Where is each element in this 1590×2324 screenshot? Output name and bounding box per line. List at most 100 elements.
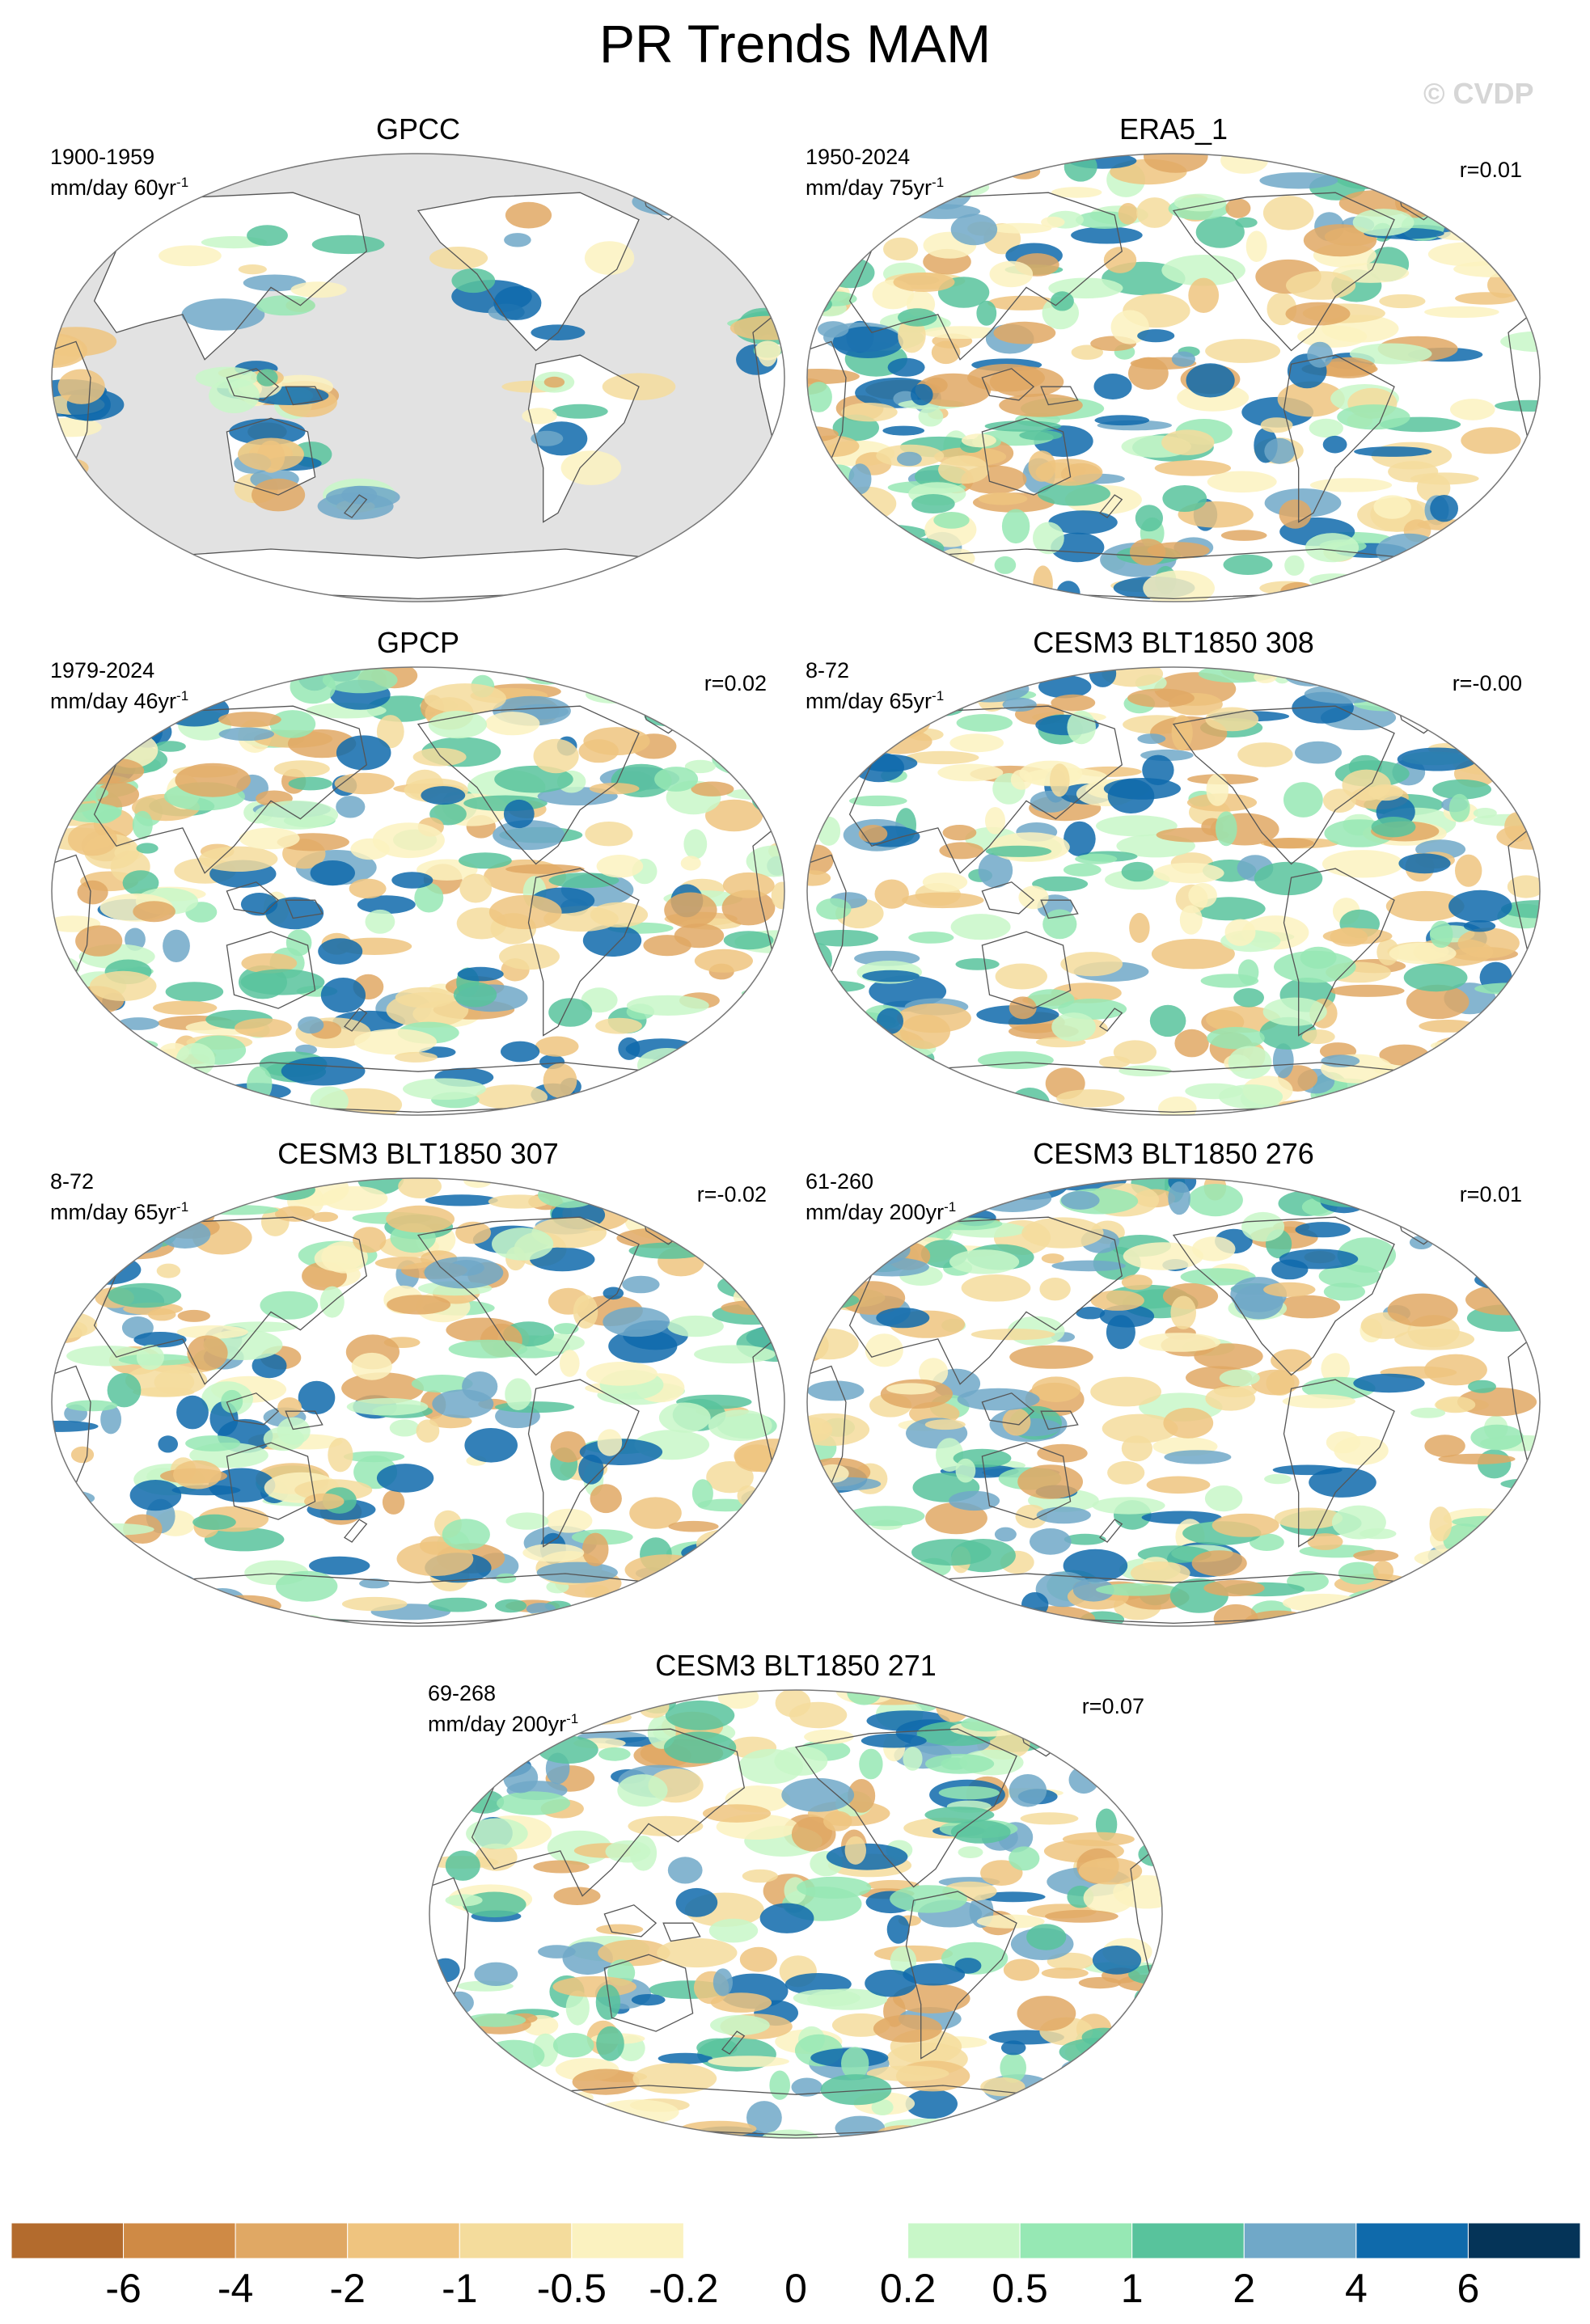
coastline (981, 1442, 1072, 1520)
trend-patch (748, 1494, 784, 1509)
trend-patch (1303, 224, 1377, 257)
trend-patch (1237, 742, 1293, 767)
trend-patch (394, 1051, 438, 1063)
trend-patch (732, 728, 771, 746)
trend-patch (1163, 1407, 1214, 1439)
trend-patch (1121, 861, 1154, 882)
trend-patch (1321, 1054, 1360, 1067)
trend-patch (723, 931, 774, 950)
trend-patch (1448, 793, 1470, 822)
trend-patch (956, 714, 1013, 732)
trend-patch (138, 1065, 160, 1086)
trend-patch (304, 1493, 345, 1510)
trend-patch (582, 924, 642, 957)
panel-correlation: r=0.02 (704, 671, 767, 695)
trend-patch (628, 1815, 704, 1836)
trend-patch (1354, 446, 1432, 457)
trend-patch (1305, 583, 1373, 602)
trend-patch (807, 1526, 827, 1560)
trend-patch (1171, 351, 1195, 367)
trend-patch (1352, 1178, 1415, 1199)
trend-patch (1003, 1958, 1040, 1981)
trend-patch (1463, 920, 1496, 932)
trend-patch (429, 2119, 501, 2138)
trend-patch (666, 168, 715, 204)
trend-patch (1263, 1282, 1316, 1297)
trend-patch (336, 796, 366, 818)
trend-patch (837, 486, 897, 521)
coastline (226, 931, 316, 1009)
trend-patch (1436, 230, 1503, 241)
trend-patch (1019, 430, 1063, 441)
trend-patch (1511, 209, 1533, 224)
trend-patch (462, 2053, 513, 2086)
trend-patch (1468, 1562, 1540, 1593)
trend-patch (1282, 1394, 1356, 1409)
panel-units: mm/day 200yr-1 (428, 1706, 578, 1737)
trend-patch (937, 763, 1004, 782)
trend-patch (310, 860, 355, 886)
trend-patch (976, 2113, 1002, 2131)
trend-patch (1403, 554, 1468, 575)
trend-patch (862, 970, 920, 982)
trend-patch (1156, 827, 1229, 843)
coastline (344, 494, 368, 518)
trend-patch (1031, 1376, 1080, 1402)
trend-patch (977, 1051, 1054, 1070)
panel-correlation: r=-0.02 (696, 1182, 767, 1206)
trend-patch (493, 285, 542, 320)
trend-patch (729, 315, 784, 340)
trend-patch (351, 1352, 392, 1380)
trend-patch (861, 557, 917, 568)
trend-patch (807, 1504, 845, 1523)
trend-patch (1002, 1182, 1027, 1197)
trend-patch (73, 1523, 154, 1536)
trend-patch (1356, 1599, 1410, 1624)
trend-patch (1171, 715, 1193, 751)
trend-patch (1352, 209, 1415, 236)
trend-patch (771, 881, 784, 910)
trend-patch (322, 667, 398, 694)
trend-patch (1011, 2119, 1070, 2132)
trend-patch (696, 1529, 755, 1559)
panel-period: 69-268 (428, 1681, 497, 1705)
panel-units-text: mm/day 65yr (50, 1200, 177, 1224)
trend-patch (919, 1358, 949, 1386)
panel-units-text: mm/day 60yr (50, 175, 177, 200)
panel-period: 1900-1959 (50, 145, 155, 169)
panel-title: CESM3 BLT1850 307 (277, 1137, 559, 1170)
map-border (429, 1689, 1163, 2139)
trend-patch (428, 711, 487, 739)
trend-patch (1337, 404, 1410, 430)
trend-patch (658, 1402, 711, 1433)
trend-patch (1064, 821, 1096, 857)
trend-patch (835, 1610, 907, 1626)
trend-patch (1188, 883, 1217, 908)
trend-patch (185, 1435, 241, 1451)
trend-patch (69, 1597, 111, 1616)
trend-patch (911, 667, 984, 685)
trend-patch (706, 1578, 761, 1608)
trend-patch (838, 1030, 885, 1044)
trend-patch (622, 1275, 660, 1294)
trend-patch (1041, 1967, 1089, 1979)
coastline (1040, 1410, 1079, 1430)
trend-patch (950, 914, 1011, 940)
coastline (807, 340, 847, 478)
trend-patch (1262, 997, 1327, 1026)
coastline (807, 1365, 847, 1502)
colorbar-tick-label: 6 (1457, 2266, 1480, 2311)
trend-patch (807, 209, 865, 230)
trend-patch (988, 583, 1027, 602)
map-panel-0: GPCC 1900-1959 mm/day 60yr-1 (50, 112, 786, 611)
trend-patch (1142, 754, 1174, 785)
trend-patch (1026, 1924, 1067, 1950)
trend-patch (1469, 742, 1540, 772)
trend-patch (543, 376, 565, 388)
trend-patch (590, 1484, 622, 1514)
trend-patch (505, 864, 585, 874)
trend-patch (638, 1694, 670, 1718)
trend-patch (132, 810, 153, 839)
panel-title: GPCC (375, 112, 460, 146)
trend-patch (698, 1211, 768, 1235)
